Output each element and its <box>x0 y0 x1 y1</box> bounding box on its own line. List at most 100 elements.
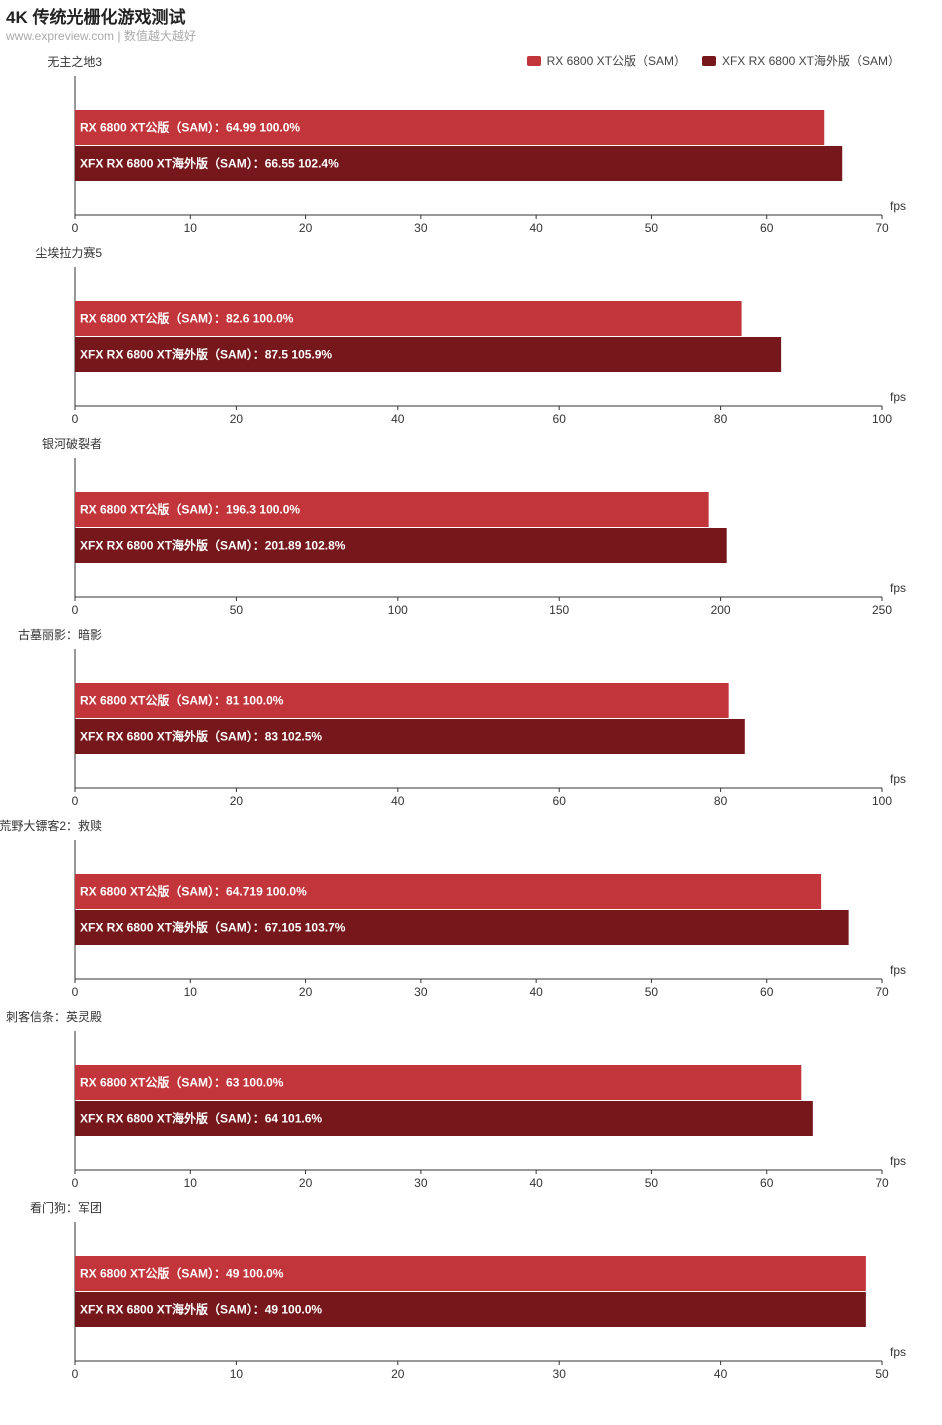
x-tick-label: 200 <box>711 603 731 617</box>
x-tick-label: 10 <box>230 1367 244 1381</box>
data-label: XFX RX 6800 XT海外版（SAM）：201.89 102.8% <box>80 538 346 553</box>
bar <box>75 146 843 181</box>
x-tick-label: 80 <box>714 794 728 808</box>
x-tick-label: 20 <box>230 794 244 808</box>
x-tick-label: 0 <box>72 221 79 235</box>
data-label: RX 6800 XT公版（SAM）：64.719 100.0% <box>80 884 307 899</box>
page-title: 4K 传统光栅化游戏测试 <box>6 8 186 27</box>
x-tick-label: 50 <box>230 603 244 617</box>
x-tick-label: 20 <box>391 1367 405 1381</box>
data-label: RX 6800 XT公版（SAM）：64.99 100.0% <box>80 120 300 135</box>
legend: RX 6800 XT公版（SAM） XFX RX 6800 XT海外版（SAM） <box>526 52 900 69</box>
x-tick-label: 40 <box>391 794 405 808</box>
x-tick-label: 0 <box>72 794 79 808</box>
x-tick-label: 80 <box>714 412 728 426</box>
data-label: XFX RX 6800 XT海外版（SAM）：87.5 105.9% <box>80 347 332 362</box>
bar <box>75 683 729 718</box>
bar <box>75 1292 866 1327</box>
x-tick-label: 30 <box>553 1367 567 1381</box>
x-tick-label: 30 <box>414 985 428 999</box>
bar <box>75 874 822 909</box>
bar <box>75 528 727 563</box>
bar <box>75 1065 802 1100</box>
x-tick-label: 250 <box>872 603 892 617</box>
x-tick-label: 40 <box>714 1367 728 1381</box>
x-tick-label: 30 <box>414 221 428 235</box>
x-tick-label: 40 <box>529 1176 543 1190</box>
x-tick-label: 40 <box>529 221 543 235</box>
x-tick-label: 60 <box>760 1176 774 1190</box>
chart-title: 尘埃拉力赛5 <box>35 245 102 260</box>
x-tick-label: 10 <box>184 985 198 999</box>
data-label: RX 6800 XT公版（SAM）：81 100.0% <box>80 693 284 708</box>
x-tick-label: 20 <box>230 412 244 426</box>
x-tick-label: 50 <box>875 1367 889 1381</box>
x-tick-label: 40 <box>391 412 405 426</box>
x-tick-label: 60 <box>760 221 774 235</box>
bar <box>75 492 709 527</box>
chart-title: 看门狗：军团 <box>30 1200 102 1215</box>
chart-title: 银河破裂者 <box>42 436 102 451</box>
x-tick-label: 30 <box>414 1176 428 1190</box>
bar <box>75 301 742 336</box>
x-tick-label: 50 <box>645 221 659 235</box>
data-label: XFX RX 6800 XT海外版（SAM）：64 101.6% <box>80 1111 322 1126</box>
legend-swatch-xfx <box>701 55 716 66</box>
x-tick-label: 20 <box>299 985 313 999</box>
x-tick-label: 70 <box>875 1176 889 1190</box>
legend-swatch-reference <box>526 55 541 66</box>
bar <box>75 110 825 145</box>
unit-label: fps <box>890 772 906 786</box>
data-label: RX 6800 XT公版（SAM）：63 100.0% <box>80 1075 284 1090</box>
bar <box>75 1256 866 1291</box>
unit-label: fps <box>890 963 906 977</box>
legend-item-xfx[interactable]: XFX RX 6800 XT海外版（SAM） <box>701 52 900 69</box>
x-tick-label: 100 <box>388 603 408 617</box>
data-label: XFX RX 6800 XT海外版（SAM）：66.55 102.4% <box>80 156 339 171</box>
unit-label: fps <box>890 1154 906 1168</box>
legend-item-reference[interactable]: RX 6800 XT公版（SAM） <box>526 52 686 69</box>
chart-title: 刺客信条：英灵殿 <box>6 1009 102 1024</box>
chart-title: 荒野大镖客2：救赎 <box>0 818 102 833</box>
x-tick-label: 0 <box>72 985 79 999</box>
x-tick-label: 0 <box>72 1176 79 1190</box>
data-label: RX 6800 XT公版（SAM）：49 100.0% <box>80 1266 284 1281</box>
data-label: RX 6800 XT公版（SAM）：82.6 100.0% <box>80 311 294 326</box>
unit-label: fps <box>890 1345 906 1359</box>
data-label: XFX RX 6800 XT海外版（SAM）：49 100.0% <box>80 1302 322 1317</box>
bar <box>75 910 849 945</box>
x-tick-label: 0 <box>72 603 79 617</box>
bar <box>75 719 745 754</box>
legend-label-reference: RX 6800 XT公版（SAM） <box>546 54 686 68</box>
chart-title: 古墓丽影：暗影 <box>18 627 102 642</box>
x-tick-label: 0 <box>72 1367 79 1381</box>
unit-label: fps <box>890 199 906 213</box>
x-tick-label: 150 <box>549 603 569 617</box>
x-tick-label: 50 <box>645 1176 659 1190</box>
unit-label: fps <box>890 581 906 595</box>
x-tick-label: 70 <box>875 985 889 999</box>
data-label: RX 6800 XT公版（SAM）：196.3 100.0% <box>80 502 300 517</box>
x-tick-label: 20 <box>299 221 313 235</box>
x-tick-label: 100 <box>872 412 892 426</box>
x-tick-label: 10 <box>184 221 198 235</box>
page-subtitle: www.expreview.com | 数值越大越好 <box>6 29 196 43</box>
bar <box>75 1101 813 1136</box>
data-label: XFX RX 6800 XT海外版（SAM）：67.105 103.7% <box>80 920 346 935</box>
x-tick-label: 70 <box>875 221 889 235</box>
x-tick-label: 60 <box>553 412 567 426</box>
data-label: XFX RX 6800 XT海外版（SAM）：83 102.5% <box>80 729 322 744</box>
legend-label-xfx: XFX RX 6800 XT海外版（SAM） <box>721 54 900 68</box>
x-tick-label: 60 <box>760 985 774 999</box>
unit-label: fps <box>890 390 906 404</box>
x-tick-label: 40 <box>529 985 543 999</box>
x-tick-label: 100 <box>872 794 892 808</box>
x-tick-label: 10 <box>184 1176 198 1190</box>
x-tick-label: 50 <box>645 985 659 999</box>
chart-title: 无主之地3 <box>47 55 102 69</box>
bar <box>75 337 782 372</box>
x-tick-label: 60 <box>553 794 567 808</box>
x-tick-label: 20 <box>299 1176 313 1190</box>
x-tick-label: 0 <box>72 412 79 426</box>
